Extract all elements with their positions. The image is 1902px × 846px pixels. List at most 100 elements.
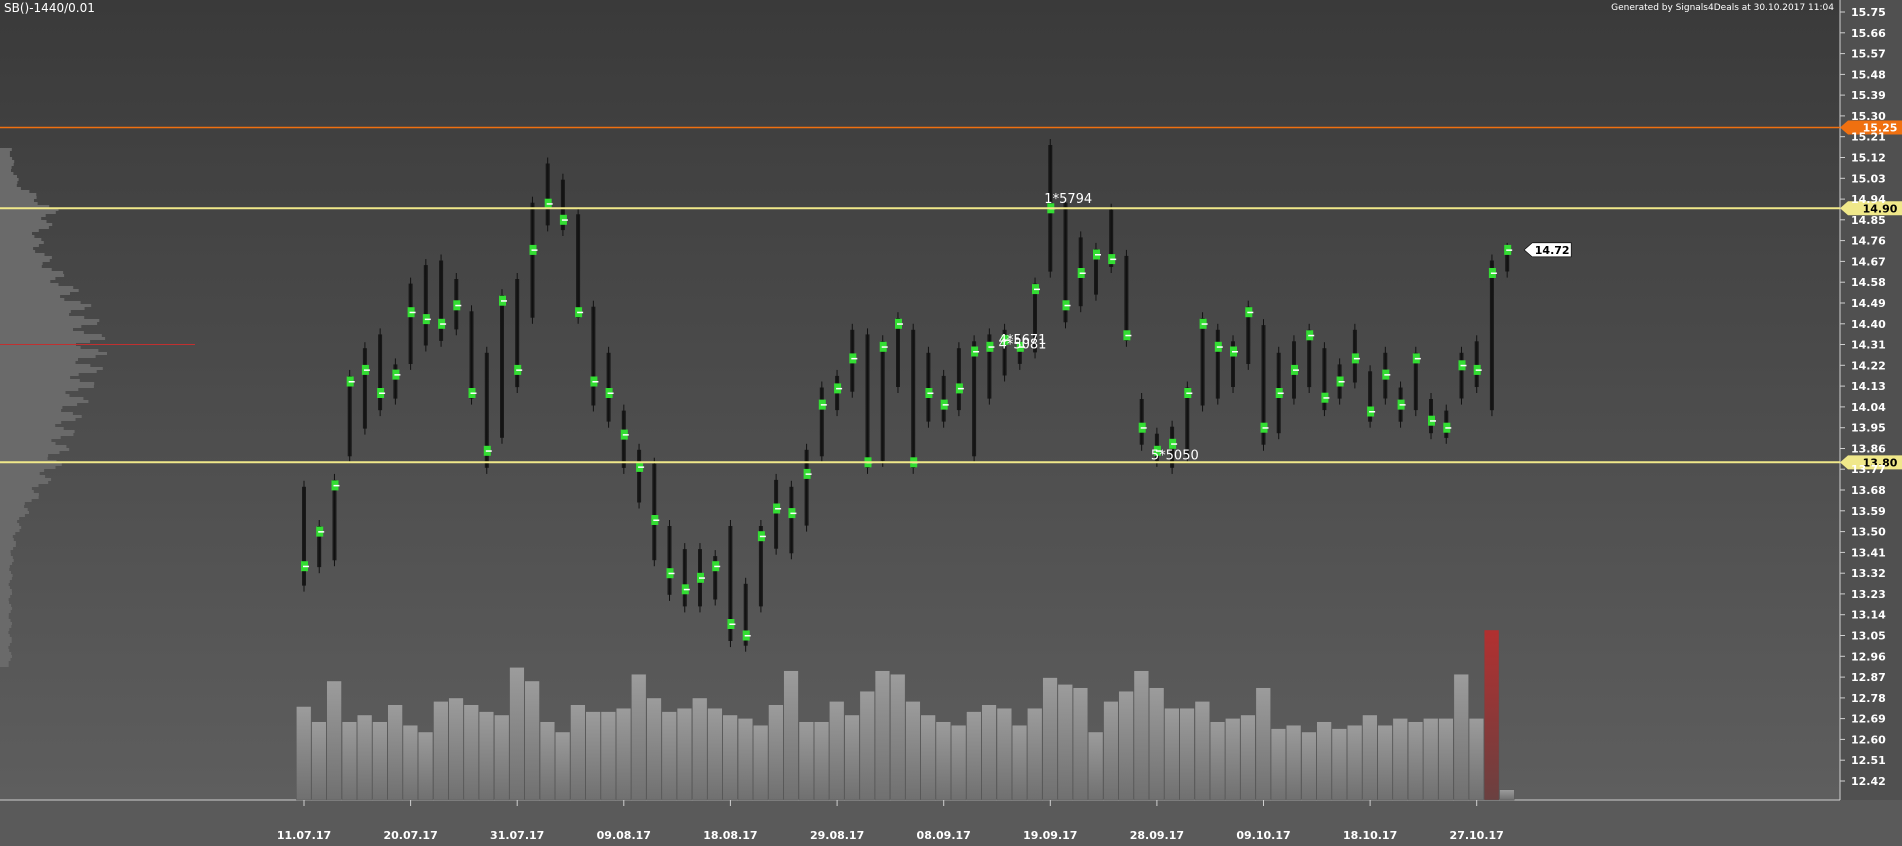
- y-tick-label: 14.58: [1851, 276, 1886, 289]
- profile-row: [0, 646, 9, 649]
- profile-row: [0, 544, 16, 547]
- candle-body: [1307, 329, 1312, 388]
- candle-body: [1459, 352, 1464, 399]
- profile-row: [0, 205, 50, 208]
- volume-bar: [433, 701, 449, 801]
- profile-row: [0, 628, 10, 631]
- volume-bar: [478, 711, 495, 801]
- profile-row: [0, 577, 12, 580]
- candle-body: [1505, 248, 1510, 272]
- profile-row: [0, 427, 64, 430]
- candle-close-tick: [485, 450, 492, 452]
- profile-row: [0, 349, 99, 352]
- volume-bar: [1164, 708, 1180, 801]
- profile-row: [0, 277, 56, 280]
- candle-body: [758, 526, 763, 607]
- candle-body: [530, 202, 535, 318]
- level-tag: [1840, 201, 1902, 216]
- y-tick-label: 15.75: [1851, 6, 1886, 19]
- volume-bar: [1240, 714, 1256, 801]
- candle-close-tick: [470, 392, 477, 394]
- volume-bar: [1301, 731, 1317, 801]
- profile-row: [0, 301, 81, 304]
- volume-bar: [1286, 725, 1302, 801]
- profile-row: [0, 490, 34, 493]
- y-tick-label: 14.49: [1851, 297, 1886, 310]
- candle-close-tick: [759, 535, 766, 538]
- profile-row: [0, 199, 34, 202]
- profile-row: [0, 550, 11, 553]
- profile-row: [0, 448, 70, 451]
- profile-row: [0, 397, 84, 400]
- candle-close-tick: [988, 346, 995, 348]
- volume-bar: [555, 731, 571, 801]
- volume-bar: [1133, 670, 1149, 801]
- profile-row: [0, 604, 12, 607]
- profile-row: [0, 298, 65, 301]
- profile-row: [0, 466, 56, 469]
- profile-row: [0, 511, 29, 514]
- y-tick-label: 14.85: [1851, 214, 1886, 227]
- volume-bar: [814, 721, 830, 801]
- volume-bar: [311, 721, 327, 801]
- profile-row: [0, 160, 15, 163]
- y-tick-label: 14.40: [1851, 318, 1886, 331]
- profile-row: [0, 244, 39, 247]
- profile-row: [0, 532, 16, 535]
- volume-bar: [722, 714, 738, 801]
- candle-close-tick: [1445, 427, 1452, 429]
- profile-row: [0, 574, 13, 577]
- profile-row: [0, 367, 103, 370]
- level-tag: [1840, 455, 1902, 470]
- profile-row: [0, 217, 42, 220]
- profile-row: [0, 388, 79, 391]
- volume-bar: [357, 714, 373, 801]
- y-tick-label: 12.42: [1851, 775, 1886, 788]
- volume-bar: [1042, 677, 1058, 801]
- volume-bar: [524, 680, 540, 801]
- y-tick-label: 13.59: [1851, 505, 1886, 518]
- profile-row: [0, 307, 85, 310]
- candle-body: [1033, 283, 1037, 353]
- candle-body: [302, 486, 306, 586]
- volume-bar: [326, 680, 342, 801]
- volume-bar: [1118, 691, 1134, 801]
- candle-close-tick: [957, 387, 964, 390]
- profile-row: [0, 313, 70, 316]
- x-tick-label: 29.08.17: [810, 829, 864, 842]
- profile-row: [0, 592, 12, 595]
- profile-row: [0, 415, 82, 418]
- profile-row: [0, 457, 48, 460]
- volume-bar: [341, 721, 358, 801]
- profile-row: [0, 586, 10, 589]
- candle-body: [728, 526, 733, 641]
- volume-bar: [905, 701, 921, 801]
- profile-row: [0, 664, 9, 667]
- price-axis: 15.75 15.66 15.57 15.48 15.39 15.30 15.21 15.12…: [1840, 6, 1886, 788]
- profile-row: [0, 637, 12, 640]
- profile-row: [0, 370, 97, 373]
- profile-row: [0, 418, 76, 421]
- x-tick-label: 27.10.17: [1450, 829, 1504, 842]
- candle-close-tick: [1262, 427, 1269, 429]
- candle-body: [362, 348, 367, 429]
- volume-bar: [737, 718, 753, 801]
- profile-row: [0, 310, 71, 313]
- candle-close-tick: [440, 323, 447, 325]
- candle-body: [880, 341, 885, 461]
- profile-row: [0, 535, 13, 538]
- volume-bars: [296, 629, 1515, 801]
- volume-bar: [692, 697, 708, 801]
- candle-body: [789, 486, 794, 554]
- candle-body: [896, 318, 900, 387]
- profile-row: [0, 514, 25, 517]
- profile-row: [0, 463, 62, 466]
- profile-row: [0, 172, 14, 175]
- volume-bar: [463, 704, 479, 801]
- profile-row: [0, 334, 102, 337]
- profile-row: [0, 352, 107, 355]
- profile-row: [0, 613, 9, 616]
- profile-row: [0, 214, 46, 217]
- profile-row: [0, 256, 52, 259]
